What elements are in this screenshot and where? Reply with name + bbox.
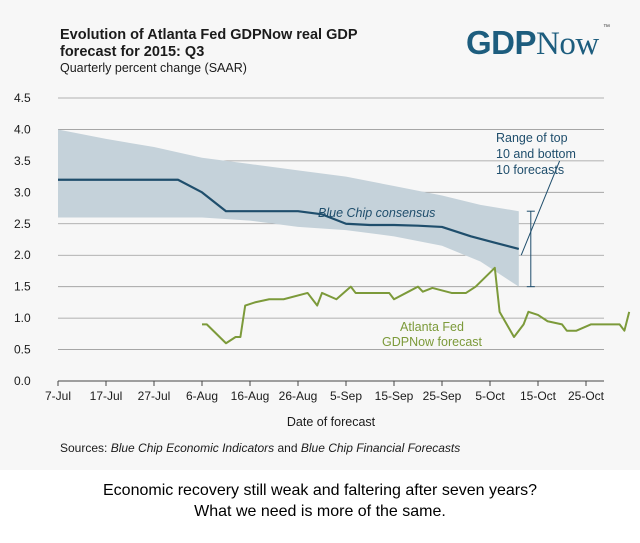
y-tick-label: 2.0 xyxy=(14,248,31,262)
x-tick-label: 27-Jul xyxy=(138,389,171,403)
x-tick-label: 17-Jul xyxy=(90,389,123,403)
caption: Economic recovery still weak and falteri… xyxy=(0,480,640,522)
y-tick-label: 1.5 xyxy=(14,280,31,294)
gdpnow-label-line: GDPNow forecast xyxy=(382,335,483,349)
axis-layer: 0.0 0.5 1.0 1.5 2.0 2.5 3.0 3.5 4.0 4.5 7-Jul 17-Ju… xyxy=(14,91,605,429)
range-label-line: Range of top xyxy=(496,131,568,145)
x-tick-label: 25-Oct xyxy=(568,389,605,403)
logo-trademark: ™ xyxy=(603,24,610,31)
gdpnow-forecast-line xyxy=(202,266,631,345)
y-tick-label: 0.5 xyxy=(14,343,31,357)
source-2: Blue Chip Financial Forecasts xyxy=(300,441,461,455)
logo-now: Now xyxy=(536,26,599,62)
series-layer xyxy=(58,178,631,345)
x-tick-label: 26-Aug xyxy=(279,389,318,403)
y-tick-label: 3.0 xyxy=(14,185,31,199)
gdpnow-label-line: Atlanta Fed xyxy=(400,320,464,334)
chart-title: Evolution of Atlanta Fed GDPNow real GDP… xyxy=(60,27,358,60)
chart-figure: Evolution of Atlanta Fed GDPNow real GDP… xyxy=(14,24,631,455)
x-tick-label: 7-Jul xyxy=(45,389,71,403)
range-pointer xyxy=(520,160,561,256)
logo-gdp: GDP xyxy=(466,24,537,61)
y-tick-label: 1.0 xyxy=(14,311,31,325)
forecast-range-band xyxy=(58,129,519,287)
line-chart: 0.0 0.5 1.0 1.5 2.0 2.5 3.0 3.5 4.0 4.5 7-Jul 17-Ju… xyxy=(14,91,631,429)
x-tick-label: 6-Aug xyxy=(186,389,218,403)
y-tick-label: 4.0 xyxy=(14,122,31,136)
y-tick-label: 0.0 xyxy=(14,374,31,388)
chart-subtitle: Quarterly percent change (SAAR) xyxy=(60,61,247,75)
x-tick-label: 15-Sep xyxy=(375,389,414,403)
consensus-label: Blue Chip consensus xyxy=(318,206,435,220)
y-tick-label: 3.5 xyxy=(14,154,31,168)
x-axis-label: Date of forecast xyxy=(287,415,376,429)
range-band-layer xyxy=(58,129,519,287)
x-tick-label: 5-Sep xyxy=(330,389,362,403)
annotation-layer: Range of top 10 and bottom 10 forecasts Blu… xyxy=(318,131,576,349)
blue-chip-consensus-line xyxy=(58,178,520,250)
range-label-line: 10 and bottom xyxy=(496,147,576,161)
caption-line-1: Economic recovery still weak and falteri… xyxy=(103,482,537,499)
x-tick-label: 15-Oct xyxy=(520,389,557,403)
sources-prefix: Sources: xyxy=(60,441,108,455)
range-label-line: 10 forecasts xyxy=(496,163,564,177)
y-tick-label: 2.5 xyxy=(14,217,31,231)
source-1: Blue Chip Economic Indicators xyxy=(110,441,275,455)
x-tick-label: 5-Oct xyxy=(475,389,505,403)
y-tick-label: 4.5 xyxy=(14,91,31,105)
sources-and: and xyxy=(277,441,298,455)
gdpnow-logo: GDPNow ™ xyxy=(466,24,610,63)
x-tick-label: 25-Sep xyxy=(423,389,462,403)
chart-sources: Sources: Blue Chip Economic Indicators a… xyxy=(60,441,460,455)
caption-line-2: What we need is more of the same. xyxy=(194,503,446,520)
x-tick-label: 16-Aug xyxy=(231,389,270,403)
